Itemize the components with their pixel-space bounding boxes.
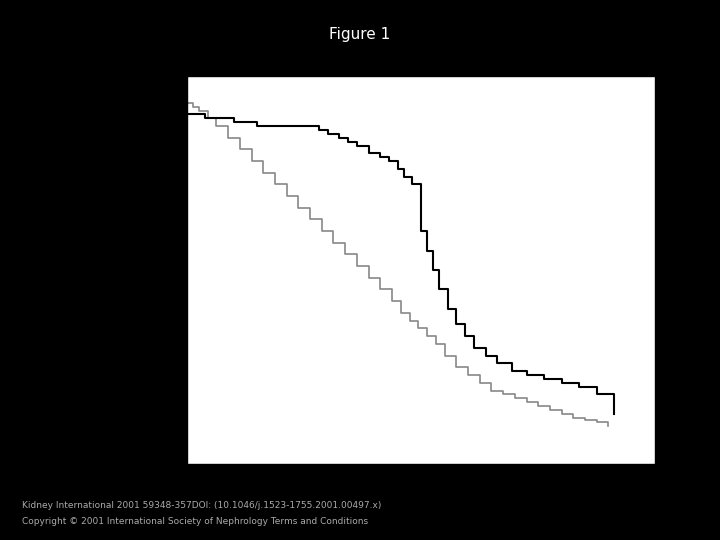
X-axis label: Time, days: Time, days [383,494,459,508]
Y-axis label: Proportion of patients on study: Proportion of patients on study [138,173,151,367]
Text: Copyright © 2001 International Society of Nephrology Terms and Conditions: Copyright © 2001 International Society o… [22,517,368,526]
Text: Figure 1: Figure 1 [329,27,391,42]
Text: Kidney International 2001 59348-357DOI: (10.1046/j.1523-1755.2001.00497.x): Kidney International 2001 59348-357DOI: … [22,501,381,510]
